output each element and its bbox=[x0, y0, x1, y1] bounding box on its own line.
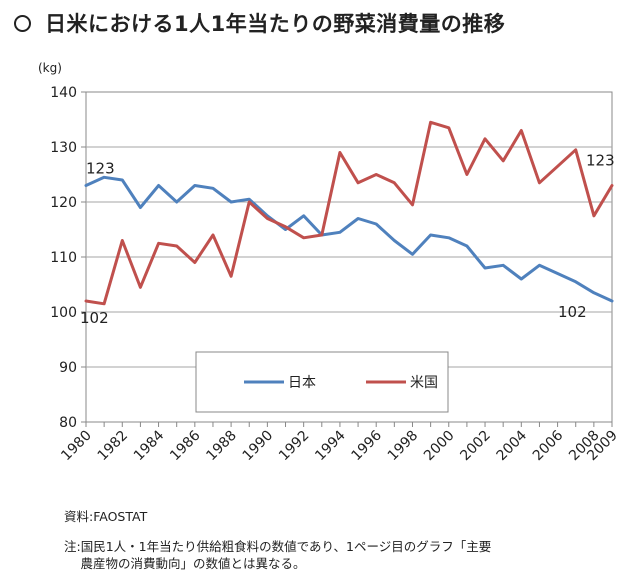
circle-bullet-icon bbox=[14, 14, 31, 32]
chart-title: 日米における1人1年当たりの野菜消費量の推移 bbox=[45, 12, 506, 36]
data-label-1: 102 bbox=[80, 309, 109, 327]
series-line-usa bbox=[84, 120, 614, 306]
x-tick-label-1986: 1986 bbox=[167, 427, 204, 464]
x-tick-label-1998: 1998 bbox=[385, 428, 422, 465]
y-tick-label-140: 140 bbox=[50, 85, 77, 101]
x-tick-label-2004: 2004 bbox=[494, 427, 531, 464]
x-tick-label-2006: 2006 bbox=[530, 427, 567, 464]
y-tick-label-110: 110 bbox=[50, 250, 77, 266]
x-tick-label-1992: 1992 bbox=[276, 428, 313, 465]
x-tick-label-1982: 1982 bbox=[95, 428, 132, 465]
y-tick-label-80: 80 bbox=[59, 415, 77, 431]
y-tick-label-130: 130 bbox=[50, 140, 77, 156]
data-label-3: 102 bbox=[558, 303, 587, 321]
footnote-line-2: 農産物の消費動向」の数値とは異なる。 bbox=[64, 556, 306, 571]
footnote-line-1: 注:国民1人・1年当たり供給粗食料の数値であり、1ページ目のグラフ「主要 bbox=[64, 539, 492, 554]
legend-label-usa: 米国 bbox=[410, 375, 438, 391]
source-note: 資料:FAOSTAT bbox=[64, 509, 148, 524]
y-tick-label-120: 120 bbox=[50, 195, 77, 211]
x-tick-label-2002: 2002 bbox=[457, 428, 494, 465]
x-tick-label-1994: 1994 bbox=[312, 427, 349, 464]
x-tick-label-1980: 1980 bbox=[58, 428, 95, 465]
legend-label-japan: 日本 bbox=[288, 375, 316, 391]
data-label-2: 123 bbox=[586, 152, 615, 170]
series-line-japan bbox=[84, 175, 614, 303]
x-tick-label-1984: 1984 bbox=[131, 427, 168, 464]
chart-title-row: 日米における1人1年当たりの野菜消費量の推移 bbox=[14, 8, 505, 38]
x-tick-label-1988: 1988 bbox=[203, 428, 240, 465]
x-tick-label-1990: 1990 bbox=[240, 428, 277, 465]
y-axis-label: (kg) bbox=[38, 61, 62, 75]
footnote: 注:国民1人・1年当たり供給粗食料の数値であり、1ページ目のグラフ「主要 農産物… bbox=[64, 538, 491, 572]
y-tick-label-90: 90 bbox=[59, 360, 77, 376]
x-tick-label-2000: 2000 bbox=[421, 428, 458, 465]
y-tick-label-100: 100 bbox=[50, 305, 77, 321]
x-tick-label-1996: 1996 bbox=[349, 427, 386, 464]
data-label-0: 123 bbox=[86, 160, 115, 178]
